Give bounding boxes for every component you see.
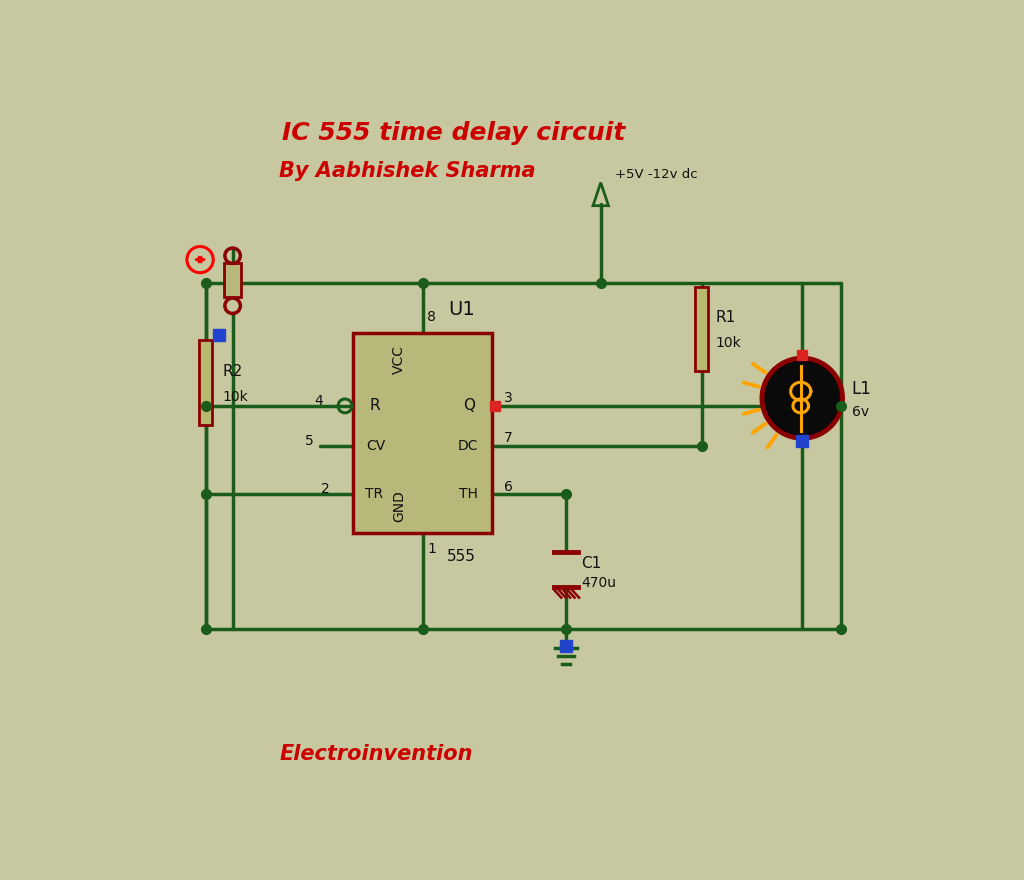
Text: By Aabhishek Sharma: By Aabhishek Sharma: [279, 161, 536, 181]
Text: 6: 6: [504, 480, 513, 494]
Text: GND: GND: [392, 490, 407, 522]
Text: 8: 8: [427, 310, 436, 324]
Text: TR: TR: [366, 488, 383, 502]
Circle shape: [762, 358, 843, 438]
Text: 7: 7: [504, 431, 513, 445]
Text: U1: U1: [447, 300, 475, 319]
Text: 6v: 6v: [852, 405, 869, 419]
Text: Electroinvention: Electroinvention: [280, 744, 473, 764]
Text: VCC: VCC: [392, 345, 407, 374]
Text: 1: 1: [427, 542, 436, 556]
Text: L1: L1: [852, 380, 871, 398]
Text: CV: CV: [367, 439, 386, 453]
Text: IC 555 time delay circuit: IC 555 time delay circuit: [282, 121, 626, 144]
Text: 10k: 10k: [222, 390, 248, 404]
Text: 4: 4: [314, 393, 324, 407]
Text: R2: R2: [222, 363, 243, 378]
Text: 5: 5: [305, 434, 314, 448]
Bar: [695, 287, 708, 371]
Text: 470u: 470u: [582, 576, 616, 590]
Text: 2: 2: [321, 482, 330, 496]
Text: C1: C1: [582, 556, 602, 571]
Text: 10k: 10k: [716, 336, 741, 349]
Text: Q: Q: [463, 399, 475, 414]
Text: R1: R1: [716, 310, 735, 325]
Text: 555: 555: [446, 548, 476, 563]
Text: DC: DC: [458, 439, 478, 453]
Bar: [352, 333, 493, 533]
Text: R: R: [370, 399, 381, 414]
Text: 3: 3: [504, 392, 513, 405]
Text: +5V -12v dc: +5V -12v dc: [614, 168, 697, 181]
Bar: [200, 341, 212, 425]
Bar: [224, 263, 241, 297]
Text: TH: TH: [460, 488, 478, 502]
